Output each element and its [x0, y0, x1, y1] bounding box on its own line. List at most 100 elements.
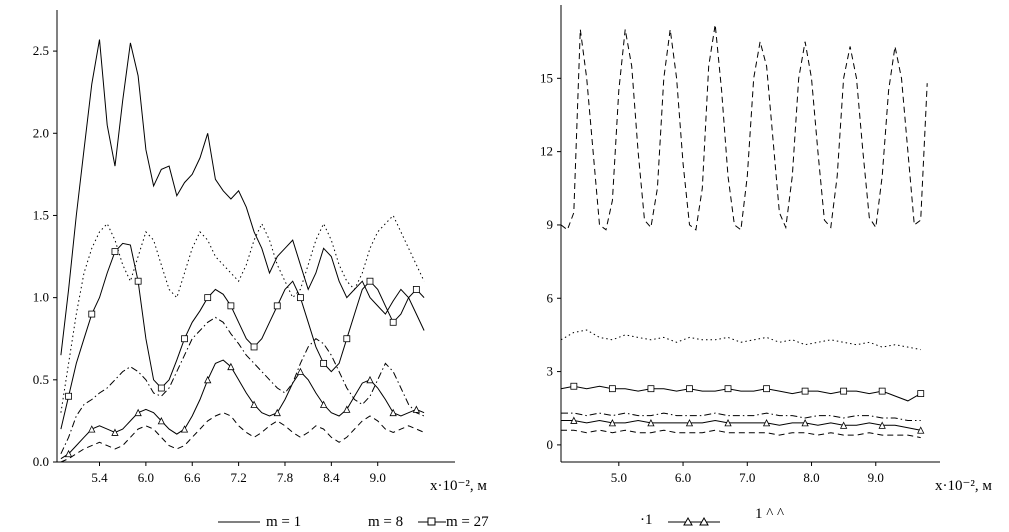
data-point-square	[134, 277, 142, 285]
data-point-square	[366, 277, 374, 285]
data-point-triangle	[204, 375, 212, 384]
data-point-triangle	[570, 416, 578, 424]
series-line-2	[560, 329, 921, 351]
data-point-square	[801, 387, 809, 395]
data-point-triangle	[839, 421, 848, 429]
data-point-triangle	[273, 408, 281, 417]
left-x-ticks: 5.4 6.0 6.6 7.2 7.8 8.4 9.0	[91, 462, 386, 485]
data-point-square	[320, 359, 328, 367]
data-point-square	[686, 385, 693, 393]
x-tick-label: 6.0	[675, 470, 691, 485]
data-point-triangle	[111, 428, 119, 436]
data-point-square	[878, 387, 886, 395]
x-tick-label: 8.0	[803, 470, 819, 485]
data-point-triangle	[157, 417, 165, 425]
y-tick-label: 2.0	[33, 125, 49, 140]
data-point-square	[840, 387, 848, 395]
x-tick-label: 7.2	[230, 470, 246, 485]
series-line-4	[561, 412, 921, 421]
legend: m = 1 m = 8 m = 27 ·1 1 ^ ^	[218, 506, 784, 530]
data-point-triangle	[180, 425, 189, 433]
y-tick-label: 0.5	[33, 372, 49, 387]
legend-label-m1: m = 1	[266, 514, 301, 530]
legend-label-5: 1 ^ ^	[755, 506, 784, 522]
y-tick-label: 3	[547, 364, 554, 379]
series-line-5	[60, 359, 425, 460]
series-line-3	[60, 242, 425, 430]
series-line-1	[60, 39, 425, 356]
data-point-triangle	[64, 449, 73, 458]
right-x-ticks: 5.0 6.0 7.0 8.0 9.0	[611, 462, 884, 485]
data-point-triangle	[685, 419, 694, 427]
x-tick-label: 8.4	[323, 470, 340, 485]
data-point-triangle	[134, 408, 142, 417]
data-point-square	[181, 335, 188, 343]
data-point-triangle	[917, 426, 925, 434]
chart-right: 0 3 6 9 12 15 5.0 6.0 7.0 8.0 9.0 x·10⁻², м	[540, 5, 992, 494]
left-series	[60, 39, 425, 463]
x-tick-label: 7.0	[739, 470, 755, 485]
data-point-triangle	[801, 419, 809, 427]
data-point-triangle	[296, 367, 305, 376]
data-point-square	[157, 384, 165, 392]
series-line-5	[561, 419, 921, 431]
data-point-square	[204, 294, 212, 302]
data-point-square	[763, 385, 770, 393]
x-tick-label: 9.0	[370, 470, 386, 485]
data-point-square	[608, 385, 616, 393]
data-point-triangle	[343, 405, 351, 413]
data-point-square	[389, 318, 397, 326]
y-tick-label: 0	[547, 437, 554, 452]
data-point-triangle	[366, 375, 374, 384]
series-line-6	[60, 412, 425, 463]
data-point-triangle	[412, 405, 421, 413]
y-tick-label: 0.0	[33, 454, 49, 469]
series-line-1	[560, 24, 928, 231]
data-point-square	[111, 248, 119, 256]
left-y-ticks: 0.0 0.5 1.0 1.5 2.0 2.5	[33, 43, 57, 469]
data-point-triangle	[250, 400, 258, 408]
x-tick-label: 6.6	[184, 470, 201, 485]
data-point-square	[65, 392, 72, 400]
data-point-triangle	[762, 419, 771, 427]
y-tick-label: 1.0	[33, 290, 49, 305]
legend-marker-m27	[427, 517, 436, 526]
chart-left: 0.0 0.5 1.0 1.5 2.0 2.5 5.4 6.0 6.6 7.2 7.8 8.4 9.0…	[33, 10, 487, 494]
data-point-square	[343, 335, 351, 343]
x-tick-label: 5.4	[91, 470, 108, 485]
series-line-4	[60, 316, 425, 455]
data-point-triangle	[88, 425, 96, 433]
x-tick-label: 5.0	[611, 470, 627, 485]
y-tick-label: 15	[540, 70, 553, 85]
data-point-square	[250, 343, 258, 351]
right-y-ticks: 0 3 6 9 12 15	[540, 70, 561, 452]
series-line-3	[560, 385, 921, 402]
y-tick-label: 12	[540, 144, 553, 159]
data-point-square	[647, 385, 655, 393]
legend-label-4: ·1	[640, 512, 653, 528]
data-point-square	[227, 302, 235, 310]
x-tick-label: 9.0	[868, 470, 884, 485]
x-tick-label: 7.8	[277, 470, 293, 485]
data-point-triangle	[608, 419, 617, 427]
data-point-triangle	[647, 419, 655, 427]
data-point-square	[917, 390, 925, 397]
right-series	[560, 24, 928, 439]
data-point-triangle	[724, 419, 732, 427]
series-line-6	[561, 429, 921, 439]
series-line-2	[60, 214, 425, 413]
y-tick-label: 2.5	[33, 43, 49, 58]
data-point-square	[724, 385, 732, 393]
data-point-square	[297, 294, 304, 302]
data-point-square	[570, 382, 578, 390]
y-tick-label: 6	[547, 290, 554, 305]
left-x-axis-label: x·10⁻², м	[430, 478, 487, 494]
legend-label-m8: m = 8	[368, 514, 403, 530]
right-x-axis-label: x·10⁻², м	[935, 478, 992, 494]
y-tick-label: 9	[547, 217, 554, 232]
data-point-square	[412, 286, 420, 293]
data-point-triangle	[319, 400, 328, 408]
data-point-triangle	[227, 362, 235, 371]
data-point-square	[273, 302, 281, 310]
